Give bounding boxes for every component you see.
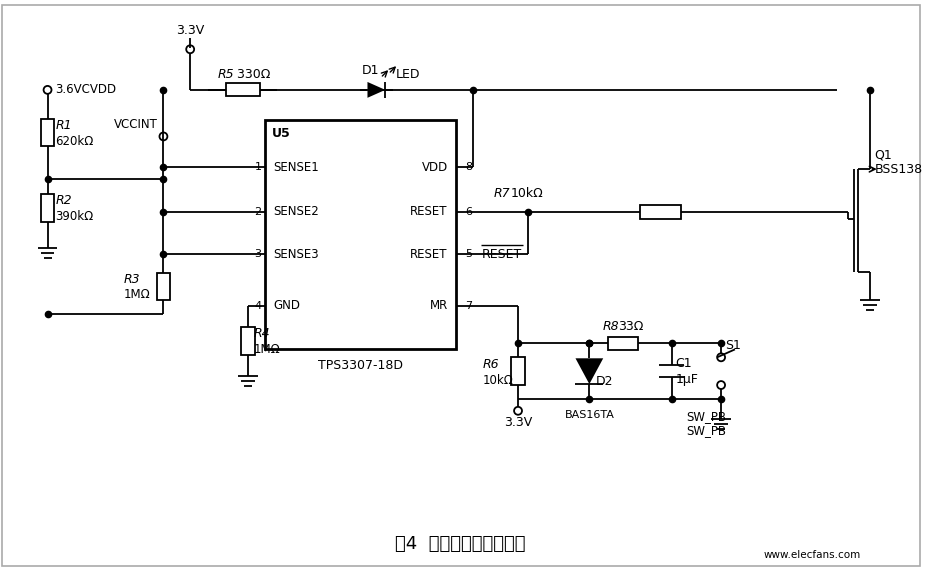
Text: R4: R4: [253, 327, 270, 340]
Text: BSS138: BSS138: [874, 163, 923, 176]
Text: RESET: RESET: [411, 248, 448, 261]
Bar: [640, 205, 681, 219]
Text: 1: 1: [254, 162, 262, 172]
Text: 3.6VCVDD: 3.6VCVDD: [56, 83, 116, 96]
Text: SW_PB: SW_PB: [686, 410, 726, 423]
Bar: [265, 119, 455, 349]
Text: 8: 8: [466, 162, 473, 172]
Text: 33Ω: 33Ω: [618, 320, 643, 333]
Text: C1: C1: [676, 357, 692, 370]
Polygon shape: [368, 82, 385, 98]
Text: RESET: RESET: [481, 248, 521, 261]
Text: 6: 6: [466, 207, 473, 217]
Bar: [241, 327, 254, 355]
Bar: [608, 337, 638, 350]
Text: SW_PB: SW_PB: [686, 424, 726, 437]
Text: 7: 7: [466, 301, 473, 311]
Bar: [511, 357, 525, 385]
Text: 1MΩ: 1MΩ: [124, 288, 151, 301]
Text: MR: MR: [429, 299, 448, 312]
Text: R5: R5: [218, 67, 235, 81]
Text: R1: R1: [56, 119, 72, 132]
Text: 5: 5: [466, 250, 473, 259]
Text: 3.3V: 3.3V: [176, 24, 204, 37]
Bar: [41, 119, 55, 146]
Text: 390kΩ: 390kΩ: [56, 210, 94, 223]
Text: VCCINT: VCCINT: [114, 118, 157, 131]
Text: 10kΩ: 10kΩ: [511, 187, 544, 200]
Text: R8: R8: [602, 320, 619, 333]
Text: GND: GND: [274, 299, 301, 312]
Text: 4: 4: [254, 301, 262, 311]
Text: S1: S1: [725, 339, 741, 352]
Text: 图4  电压监控及复位电路: 图4 电压监控及复位电路: [396, 534, 526, 553]
Text: R3: R3: [124, 272, 141, 286]
Text: SENSE3: SENSE3: [274, 248, 319, 261]
Text: VDD: VDD: [422, 160, 448, 174]
Text: SENSE1: SENSE1: [274, 160, 319, 174]
Bar: [226, 83, 260, 96]
Text: 330Ω: 330Ω: [233, 67, 270, 81]
Bar: [41, 194, 55, 222]
Text: Q1: Q1: [874, 149, 893, 162]
Text: D2: D2: [595, 375, 613, 388]
Text: U5: U5: [272, 127, 290, 140]
Text: RESET: RESET: [411, 205, 448, 218]
Text: www.elecfans.com: www.elecfans.com: [763, 550, 861, 560]
Text: R2: R2: [56, 194, 72, 207]
Text: R6: R6: [482, 358, 499, 371]
Text: BAS16TA: BAS16TA: [564, 410, 614, 420]
Text: D1: D1: [362, 63, 379, 77]
Text: TPS3307-18D: TPS3307-18D: [318, 359, 403, 372]
Text: 1MΩ: 1MΩ: [253, 343, 280, 356]
Text: R7: R7: [493, 187, 510, 200]
Text: SENSE2: SENSE2: [274, 205, 319, 218]
Text: LED: LED: [397, 67, 421, 81]
Text: 3: 3: [254, 250, 262, 259]
Text: 3.3V: 3.3V: [504, 416, 533, 429]
Text: 2: 2: [254, 207, 262, 217]
Text: 1μF: 1μF: [676, 373, 698, 385]
Text: 10kΩ: 10kΩ: [482, 373, 513, 387]
Bar: [156, 272, 170, 300]
Polygon shape: [575, 358, 603, 384]
Text: 620kΩ: 620kΩ: [56, 135, 94, 148]
